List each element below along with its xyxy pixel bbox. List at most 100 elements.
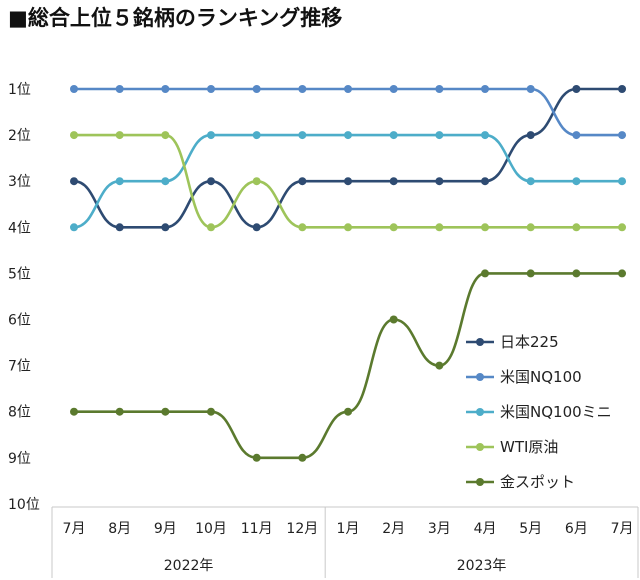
data-point (252, 85, 261, 93)
data-point (298, 177, 307, 186)
data-point (618, 269, 627, 278)
series-5 (70, 269, 627, 462)
data-point (115, 407, 124, 416)
legend-label: 米国NQ100ミニ (500, 403, 612, 421)
data-point (435, 131, 444, 140)
data-point (481, 85, 490, 93)
x-axis-ticks: 7月 8月 9月 10月 11月 12月 1月 2月 3月 4月 5月 6月 7月 (63, 521, 634, 537)
series-3 (70, 131, 627, 232)
data-point (161, 177, 170, 186)
y-tick-label: 3位 (8, 174, 31, 190)
legend-swatch-marker (476, 443, 484, 451)
data-point (298, 131, 307, 140)
x-tick-label: 5月 (519, 521, 542, 537)
legend-item: 金スポット (466, 473, 575, 491)
data-point (435, 223, 444, 232)
legend-label: 日本225 (500, 333, 559, 351)
x-tick-label: 11月 (241, 521, 273, 537)
x-tick-label: 12月 (286, 521, 318, 537)
legend-swatch-marker (476, 478, 484, 486)
data-point (115, 177, 124, 186)
data-point (252, 223, 261, 232)
data-point (481, 269, 490, 278)
data-point (389, 315, 398, 324)
x-tick-label: 6月 (565, 521, 588, 537)
data-point (526, 177, 535, 186)
y-tick-label: 1位 (8, 82, 31, 98)
data-point (298, 223, 307, 232)
data-point (161, 85, 170, 93)
y-axis-ticks: 1位 2位 3位 4位 5位 6位 7位 8位 9位 10位 (8, 82, 40, 513)
series-line (73, 87, 623, 229)
x-tick-label: 1月 (337, 521, 360, 537)
data-point (344, 85, 353, 93)
year-label: 2022年 (164, 558, 214, 574)
data-point (252, 453, 261, 462)
data-point (207, 407, 216, 416)
data-point (435, 361, 444, 370)
data-point (207, 131, 216, 140)
data-point (344, 177, 353, 186)
data-point (481, 223, 490, 232)
data-point (435, 177, 444, 186)
legend-item: WTI原油 (466, 438, 558, 456)
y-tick-label: 8位 (8, 405, 31, 421)
x-tick-label: 9月 (154, 521, 177, 537)
data-point (207, 85, 216, 93)
data-point (526, 85, 535, 93)
data-point (481, 177, 490, 186)
legend-swatch-marker (476, 408, 484, 416)
x-tick-label: 7月 (63, 521, 86, 537)
x-tick-label: 2月 (382, 521, 405, 537)
data-point (618, 131, 627, 140)
data-point (298, 85, 307, 93)
data-point (344, 131, 353, 140)
series-1 (70, 85, 627, 232)
data-point (618, 223, 627, 232)
data-point (572, 131, 581, 140)
data-point (161, 131, 170, 140)
data-point (70, 131, 78, 140)
y-tick-label: 5位 (8, 266, 31, 282)
data-point (389, 131, 398, 140)
data-point (618, 85, 627, 93)
data-point (207, 177, 216, 186)
series-2 (70, 85, 627, 140)
data-point (389, 177, 398, 186)
y-tick-label: 6位 (8, 313, 31, 329)
x-tick-label: 10月 (195, 521, 227, 537)
data-point (70, 223, 78, 232)
y-tick-label: 10位 (8, 497, 40, 513)
data-point (252, 131, 261, 140)
data-point (435, 85, 444, 93)
x-tick-label: 8月 (108, 521, 131, 537)
data-point (389, 223, 398, 232)
data-point (298, 453, 307, 462)
legend-label: 金スポット (500, 473, 575, 491)
legend-label: 米国NQ100 (500, 368, 582, 386)
data-point (252, 177, 261, 186)
data-point (161, 407, 170, 416)
data-point (70, 177, 78, 186)
data-point (481, 131, 490, 140)
data-point (526, 223, 535, 232)
legend-item: 米国NQ100ミニ (466, 403, 612, 421)
data-point (526, 269, 535, 278)
series-line (73, 272, 623, 460)
data-point (618, 177, 627, 186)
y-tick-label: 2位 (8, 128, 31, 144)
legend-swatch-marker (476, 373, 484, 381)
data-point (70, 85, 78, 93)
legend-item: 米国NQ100 (466, 368, 582, 386)
data-point (115, 85, 124, 93)
legend-item: 日本225 (466, 333, 559, 351)
chart-title: ■総合上位５銘柄のランキング推移 (8, 6, 343, 30)
data-point (161, 223, 170, 232)
data-point (572, 269, 581, 278)
legend-swatch-marker (476, 338, 484, 346)
y-tick-label: 7位 (8, 359, 31, 375)
data-point (572, 177, 581, 186)
data-point (70, 407, 78, 416)
